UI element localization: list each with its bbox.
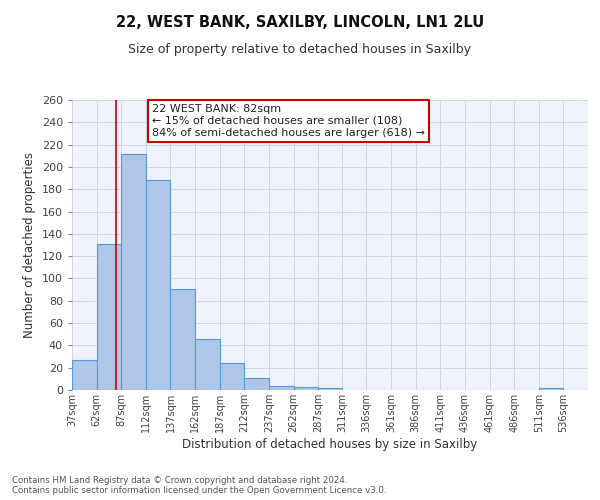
Bar [195,338,220,390]
Bar [318,388,342,390]
Text: Contains HM Land Registry data © Crown copyright and database right 2024.
Contai: Contains HM Land Registry data © Crown c… [12,476,386,495]
Bar [97,244,121,390]
X-axis label: Distribution of detached houses by size in Saxilby: Distribution of detached houses by size … [182,438,478,450]
Text: 22 WEST BANK: 82sqm
← 15% of detached houses are smaller (108)
84% of semi-detac: 22 WEST BANK: 82sqm ← 15% of detached ho… [152,104,425,138]
Bar [170,288,195,390]
Bar [121,154,146,390]
Y-axis label: Number of detached properties: Number of detached properties [23,152,36,338]
Bar [220,363,244,390]
Bar [146,180,170,390]
Bar [72,360,97,390]
Text: Size of property relative to detached houses in Saxilby: Size of property relative to detached ho… [128,42,472,56]
Bar [293,386,318,390]
Bar [539,388,563,390]
Bar [244,378,269,390]
Text: 22, WEST BANK, SAXILBY, LINCOLN, LN1 2LU: 22, WEST BANK, SAXILBY, LINCOLN, LN1 2LU [116,15,484,30]
Bar [269,386,293,390]
